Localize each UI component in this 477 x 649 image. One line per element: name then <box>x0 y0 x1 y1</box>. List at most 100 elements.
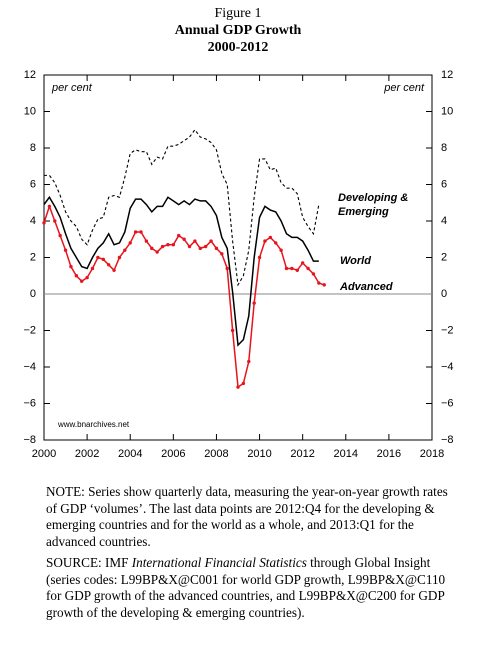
point <box>311 272 316 276</box>
y-tick-label: −8 <box>23 434 36 446</box>
y-tick-label: 10 <box>24 105 36 117</box>
point <box>241 381 246 386</box>
x-tick-label: 2016 <box>377 448 401 460</box>
y2-tick-label: −2 <box>441 324 454 336</box>
x-tick-label: 2002 <box>75 448 99 460</box>
point <box>236 385 240 389</box>
title-line: 2000-2012 <box>208 40 269 55</box>
y2-tick-label: 4 <box>441 215 447 227</box>
point <box>230 328 235 333</box>
point <box>47 204 52 209</box>
series-label: World <box>340 255 371 267</box>
point <box>80 279 84 283</box>
y-tick-label: 0 <box>30 288 36 300</box>
series-line <box>43 195 319 347</box>
y-tick-label: −6 <box>23 397 36 409</box>
y2-tick-label: −8 <box>441 434 454 446</box>
y2-tick-label: 6 <box>441 178 447 190</box>
x-tick-label: 2006 <box>161 448 185 460</box>
point <box>225 266 229 271</box>
point <box>290 266 294 271</box>
series-line <box>43 204 325 389</box>
point <box>306 266 310 271</box>
point <box>187 244 192 249</box>
y2-axis-label: per cent <box>383 82 425 94</box>
point <box>209 239 213 243</box>
y-tick-label: 6 <box>30 178 36 190</box>
point <box>101 257 105 262</box>
point <box>182 237 186 241</box>
series-label: Advanced <box>340 281 393 293</box>
point <box>252 301 256 305</box>
point <box>85 275 89 280</box>
point <box>139 230 143 234</box>
point <box>106 263 111 267</box>
point <box>214 246 219 251</box>
point <box>53 219 57 223</box>
point <box>177 233 181 238</box>
note: NOTE: Series show quarterly data, measur… <box>46 484 448 549</box>
point <box>128 241 132 245</box>
point <box>90 266 95 271</box>
point <box>112 268 116 272</box>
y2-tick-label: 12 <box>441 69 453 81</box>
title-line: Figure 1 <box>214 6 261 21</box>
x-tick-label: 2008 <box>204 448 228 460</box>
point <box>117 255 122 260</box>
point <box>263 239 267 243</box>
point <box>144 239 149 243</box>
y-tick-label: 2 <box>30 251 36 263</box>
x-tick-label: 2012 <box>290 448 314 460</box>
point <box>322 283 326 287</box>
point <box>69 264 73 269</box>
y-tick-label: 8 <box>30 142 36 154</box>
x-tick-label: 2018 <box>420 448 444 460</box>
point <box>166 243 170 247</box>
point <box>300 261 305 265</box>
title-line: Annual GDP Growth <box>175 23 302 38</box>
x-tick-label: 2000 <box>32 448 56 460</box>
point <box>317 281 321 285</box>
point <box>42 221 46 225</box>
y2-tick-label: 2 <box>441 251 447 263</box>
y-axis-label: per cent <box>51 82 93 94</box>
point <box>257 255 262 260</box>
point <box>123 248 127 252</box>
point <box>74 274 79 278</box>
point <box>203 244 208 249</box>
point <box>63 248 68 252</box>
series-line <box>44 128 320 287</box>
source-text: SOURCE: IMF <box>46 555 132 570</box>
point <box>171 243 176 247</box>
y-tick-label: −4 <box>23 361 36 373</box>
point <box>155 250 159 254</box>
source: SOURCE: IMF International Financial Stat… <box>46 555 450 621</box>
point <box>295 268 299 272</box>
point <box>284 266 289 271</box>
point <box>220 252 224 256</box>
y-tick-label: 4 <box>30 215 36 227</box>
source-italic: International Financial Statistics <box>131 555 307 570</box>
y2-tick-label: 10 <box>441 105 453 117</box>
watermark: www.bnarchives.net <box>57 420 130 429</box>
series-label: Developing & Emerging <box>338 192 409 218</box>
y2-tick-label: 8 <box>441 142 447 154</box>
x-tick-label: 2004 <box>118 448 142 460</box>
point <box>193 239 197 243</box>
point <box>150 246 154 251</box>
x-tick-label: 2010 <box>247 448 271 460</box>
point <box>160 244 165 249</box>
point <box>268 235 273 240</box>
point <box>96 255 100 260</box>
source-text: through Global Insight (series codes: L9… <box>46 555 446 620</box>
x-tick-label: 2014 <box>334 448 358 460</box>
y2-tick-label: 0 <box>441 288 447 300</box>
point <box>198 246 202 251</box>
chart: Figure 1 Annual GDP Growth 2000-2012 per… <box>23 6 454 460</box>
y2-tick-label: −6 <box>441 397 454 409</box>
point <box>247 359 251 364</box>
point <box>133 230 138 234</box>
y-tick-label: 12 <box>24 69 36 81</box>
y-tick-label: −2 <box>23 324 36 336</box>
